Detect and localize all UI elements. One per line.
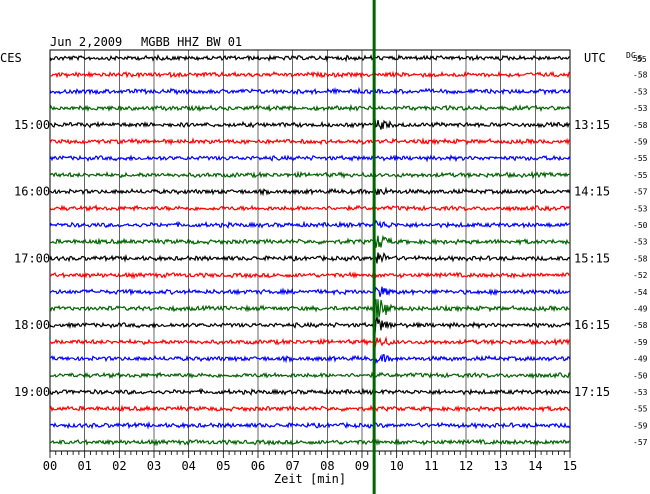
x-axis-title: Zeit [min] — [274, 472, 346, 486]
dc-offset-label: -59 — [633, 338, 648, 347]
seismic-trace — [49, 170, 571, 180]
dc-offset-label: -53 — [633, 238, 648, 247]
time-labels: 55 -58 -53 -53 -58 15:00 13:15 -59 -55 -55 -57 16:0… — [14, 54, 648, 447]
x-tick-label: 03 — [147, 459, 161, 473]
utc-hour-label: 13:15 — [574, 118, 610, 132]
seismic-trace — [49, 86, 571, 96]
x-tick-label: 09 — [355, 459, 369, 473]
dc-offset-label: -52 — [633, 271, 648, 280]
dc-offset-label: -54 — [633, 288, 648, 297]
seismic-trace — [49, 204, 571, 213]
seismic-trace — [49, 70, 571, 79]
dc-offset-label: -53 — [633, 87, 648, 96]
seismic-trace — [49, 335, 571, 348]
seismic-trace — [49, 404, 571, 413]
seismic-trace — [49, 53, 571, 63]
dc-offset-label: -59 — [633, 138, 648, 147]
local-hour-label: 17:00 — [14, 251, 50, 265]
x-tick-label: 12 — [459, 459, 473, 473]
x-tick-label: 15 — [563, 459, 577, 473]
dc-first-value: 55 — [637, 55, 647, 64]
dc-offset-label: -55 — [633, 171, 648, 180]
x-tick-label: 07 — [285, 459, 299, 473]
dc-offset-label: -55 — [633, 154, 648, 163]
x-tick-label: 04 — [181, 459, 195, 473]
dc-offset-label: -50 — [633, 221, 648, 230]
dc-offset-label: -58 — [633, 254, 648, 263]
seismic-trace — [49, 353, 571, 365]
dc-offset-label: -57 — [633, 188, 648, 197]
dc-label: DC — [626, 51, 636, 60]
x-tick-label: 10 — [389, 459, 403, 473]
dc-offset-label: 55 — [633, 54, 643, 63]
seismic-trace — [49, 137, 571, 146]
header-date: Jun 2,2009 — [50, 35, 122, 49]
seismic-trace — [49, 299, 571, 320]
dc-offset-label: -53 — [633, 104, 648, 113]
utc-hour-label: 15:15 — [574, 251, 610, 265]
plot-grid — [49, 49, 571, 452]
seismic-trace — [49, 317, 571, 334]
dc-offset-label: -49 — [633, 355, 648, 364]
x-tick-label: 11 — [424, 459, 438, 473]
seismic-trace — [49, 438, 571, 447]
x-tick-label: 00 — [43, 459, 57, 473]
x-tick-label: 05 — [216, 459, 230, 473]
dc-offset-label: -49 — [633, 305, 648, 314]
local-hour-label: 16:00 — [14, 185, 50, 199]
local-hour-label: 18:00 — [14, 318, 50, 332]
seismic-trace — [49, 119, 571, 130]
seismic-trace — [49, 420, 571, 430]
dc-offset-label: -58 — [633, 121, 648, 130]
dc-offset-label: -59 — [633, 421, 648, 430]
seismic-trace — [49, 387, 571, 396]
x-tick-label: 02 — [112, 459, 126, 473]
dc-offset-label: -50 — [633, 371, 648, 380]
dc-offset-label: -53 — [633, 204, 648, 213]
dc-offset-label: -58 — [633, 71, 648, 80]
utc-hour-label: 16:15 — [574, 318, 610, 332]
header-station: MGBB HHZ BW 01 — [141, 35, 242, 49]
dc-offset-label: -55 — [633, 405, 648, 414]
right-timezone-label: UTC — [584, 51, 606, 65]
utc-hour-label: 17:15 — [574, 385, 610, 399]
dc-offset-label: -58 — [633, 321, 648, 330]
x-axis: 00 01 02 03 04 05 06 07 08 09 10 11 12 13 14 15 — [43, 451, 577, 473]
x-tick-label: 06 — [251, 459, 265, 473]
x-tick-label: 01 — [77, 459, 91, 473]
seismic-trace — [49, 219, 571, 229]
x-tick-label: 13 — [493, 459, 507, 473]
seismic-trace — [49, 271, 571, 280]
seismic-trace — [49, 286, 571, 297]
left-timezone-label: CES — [0, 51, 22, 65]
seismic-trace — [49, 103, 571, 113]
local-hour-label: 19:00 — [14, 385, 50, 399]
utc-hour-label: 14:15 — [574, 185, 610, 199]
local-hour-label: 15:00 — [14, 118, 50, 132]
seismic-trace — [49, 154, 571, 163]
x-tick-label: 08 — [320, 459, 334, 473]
seismic-trace — [49, 251, 571, 264]
seismic-trace — [49, 186, 571, 197]
trace-group — [49, 53, 571, 447]
seismic-trace — [49, 234, 571, 248]
x-tick-label: 14 — [528, 459, 542, 473]
dc-offset-label: -57 — [633, 438, 648, 447]
dc-offset-label: -53 — [633, 388, 648, 397]
seismic-trace — [49, 371, 571, 380]
